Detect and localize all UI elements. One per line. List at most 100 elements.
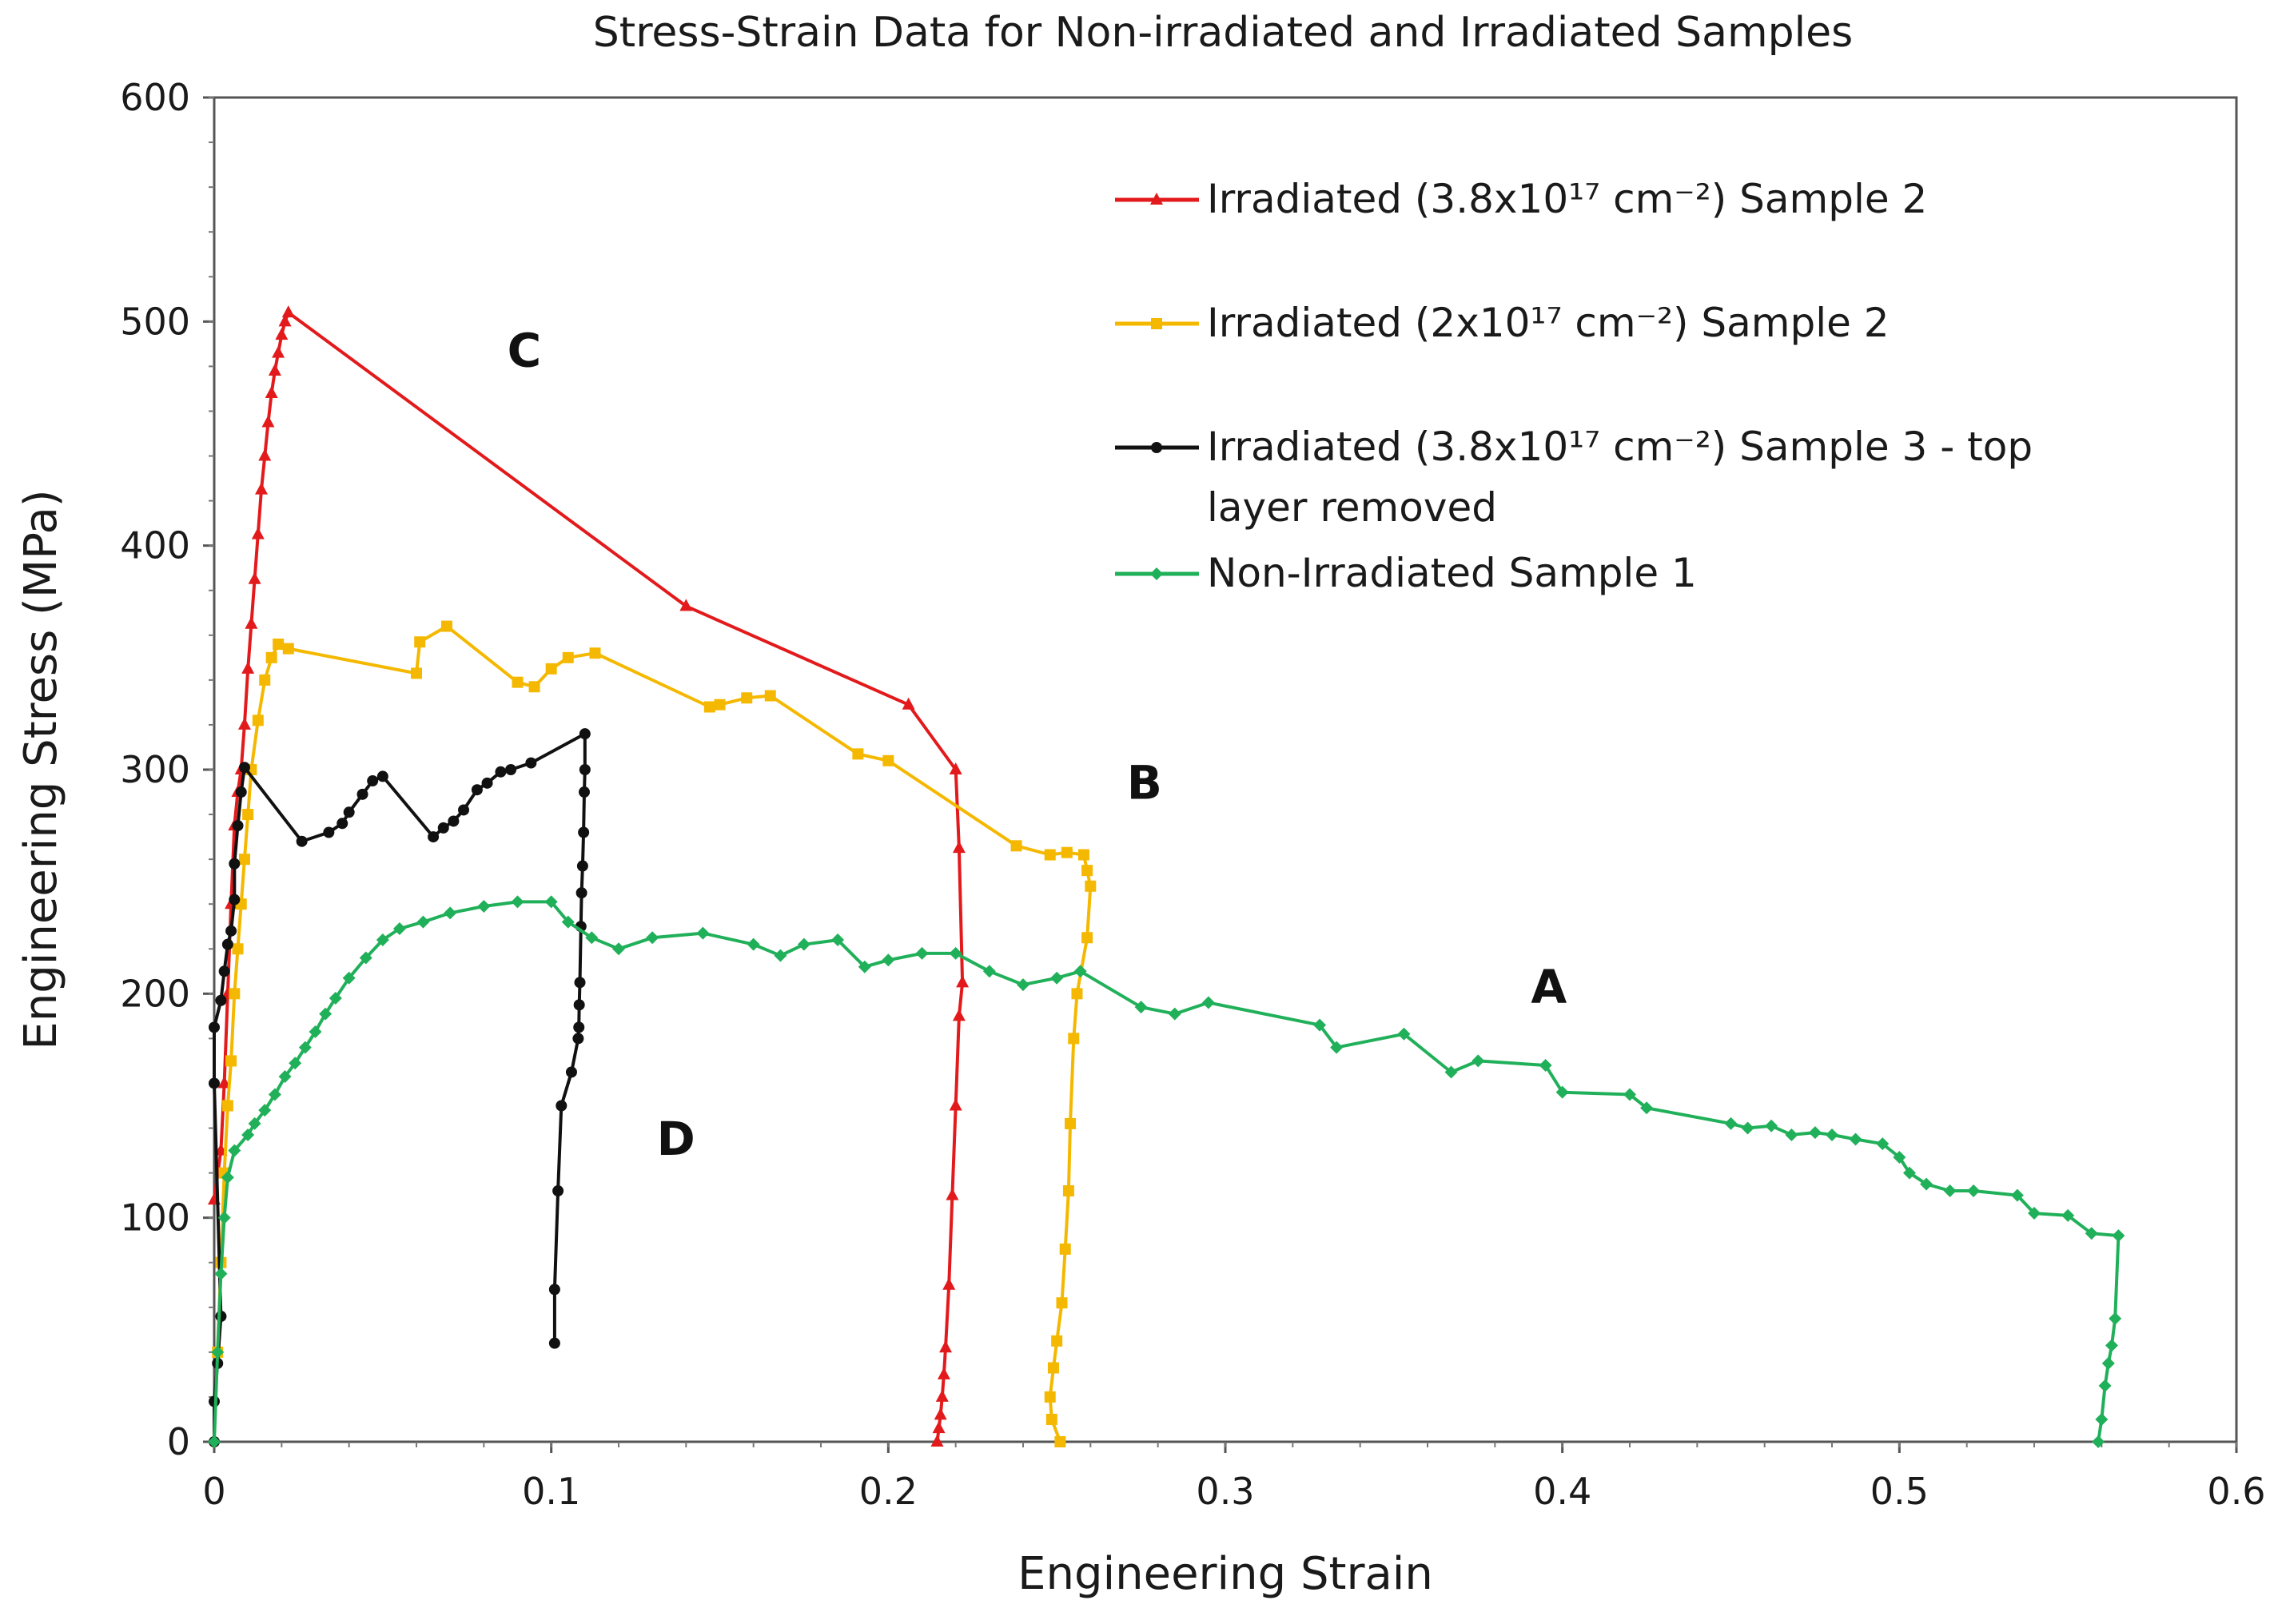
data-point [217, 1076, 231, 1089]
y-tick-label: 0 [167, 1420, 190, 1463]
data-point [265, 386, 278, 399]
data-point [259, 674, 271, 686]
data-point [942, 1277, 956, 1290]
axis-ticks: 0 0.1 0.2 0.3 0.4 0.5 0.6 0 100 200 300 400 500 600 [120, 76, 2265, 1513]
data-point [428, 831, 440, 843]
data-point [1826, 1128, 1838, 1141]
data-point [1330, 1041, 1344, 1054]
data-point [1059, 1243, 1071, 1255]
data-point [437, 822, 449, 834]
data-point [556, 1100, 568, 1112]
data-point [255, 482, 269, 495]
y-tick-label: 400 [120, 524, 190, 567]
data-point [1054, 1436, 1066, 1447]
data-point [238, 854, 250, 866]
data-point [589, 647, 601, 659]
y-tick-label: 100 [120, 1196, 190, 1240]
data-point [562, 651, 574, 663]
data-point [1065, 1117, 1077, 1129]
data-point [1071, 988, 1083, 1000]
data-point [1849, 1132, 1862, 1146]
data-point [225, 925, 237, 937]
data-point [932, 1421, 946, 1434]
data-point [289, 1057, 302, 1070]
data-point [1808, 1126, 1822, 1140]
data-point [232, 820, 244, 832]
data-point [1045, 1413, 1057, 1425]
data-point [1134, 1001, 1148, 1014]
y-tick-label: 500 [120, 300, 190, 343]
data-point [272, 345, 285, 358]
data-point [1068, 1033, 1080, 1045]
data-point [1056, 1297, 1068, 1309]
data-point [448, 815, 460, 827]
data-point [275, 328, 289, 340]
data-point [2028, 1207, 2041, 1220]
x-tick-label: 0.4 [1533, 1470, 1591, 1513]
series-line [216, 624, 1093, 1443]
data-point [574, 977, 586, 989]
data-point [1472, 1054, 1485, 1068]
x-axis-title: Engineering Strain [1018, 1548, 1433, 1600]
data-point [229, 988, 241, 1000]
data-point [241, 661, 255, 674]
data-point [232, 943, 244, 955]
data-point [1967, 1184, 1981, 1198]
data-point [258, 1104, 272, 1117]
legend-label: layer removed [1207, 484, 1497, 531]
data-point [268, 364, 281, 376]
data-point [215, 1311, 227, 1323]
series-1 [212, 620, 1097, 1447]
data-point [376, 770, 388, 782]
data-point [1081, 865, 1093, 877]
data-point [703, 701, 715, 713]
data-point [696, 926, 710, 940]
data-point [221, 1100, 233, 1112]
data-point [356, 788, 368, 800]
data-point [1085, 880, 1097, 892]
data-point [309, 1025, 322, 1038]
data-point [265, 651, 277, 663]
data-point [952, 841, 966, 854]
y-tick-label: 300 [120, 748, 190, 791]
series-line [213, 732, 587, 1442]
data-point [937, 1367, 950, 1379]
data-point [1073, 965, 1087, 978]
data-point [2112, 1229, 2125, 1243]
series-layer [208, 305, 2125, 1448]
data-point [852, 748, 864, 760]
legend-label: Irradiated (3.8x10¹⁷ cm⁻²) Sample 2 [1207, 176, 1927, 222]
data-point [949, 946, 962, 960]
legend-entry-3: Non-Irradiated Sample 1 [1115, 550, 1697, 596]
data-point [1555, 1085, 1569, 1099]
data-point [2095, 1412, 2109, 1426]
data-point [298, 1041, 312, 1054]
y-tick-label: 200 [120, 972, 190, 1015]
data-point [228, 1144, 241, 1157]
data-point [218, 965, 230, 977]
data-point [505, 764, 517, 775]
data-point [1623, 1088, 1636, 1101]
data-point [797, 937, 810, 951]
data-point [278, 314, 292, 327]
data-point [548, 1284, 560, 1296]
data-point [952, 1009, 966, 1021]
data-point [444, 906, 457, 920]
data-point [367, 775, 379, 787]
data-point [1640, 1101, 1654, 1115]
data-point [1061, 846, 1073, 858]
legend-entry-0: Irradiated (3.8x10¹⁷ cm⁻²) Sample 2 [1115, 176, 1927, 222]
x-tick-label: 0 [202, 1470, 225, 1513]
data-point [1943, 1184, 1957, 1198]
data-point [679, 599, 693, 611]
data-point [238, 762, 250, 774]
data-point [471, 784, 483, 796]
data-point [747, 937, 760, 951]
data-point [714, 699, 726, 710]
annotation-layer: C B A D [508, 323, 1567, 1166]
data-point [1044, 1391, 1056, 1403]
data-point [1168, 1007, 1181, 1021]
data-point [268, 1088, 281, 1101]
data-point [416, 915, 430, 929]
